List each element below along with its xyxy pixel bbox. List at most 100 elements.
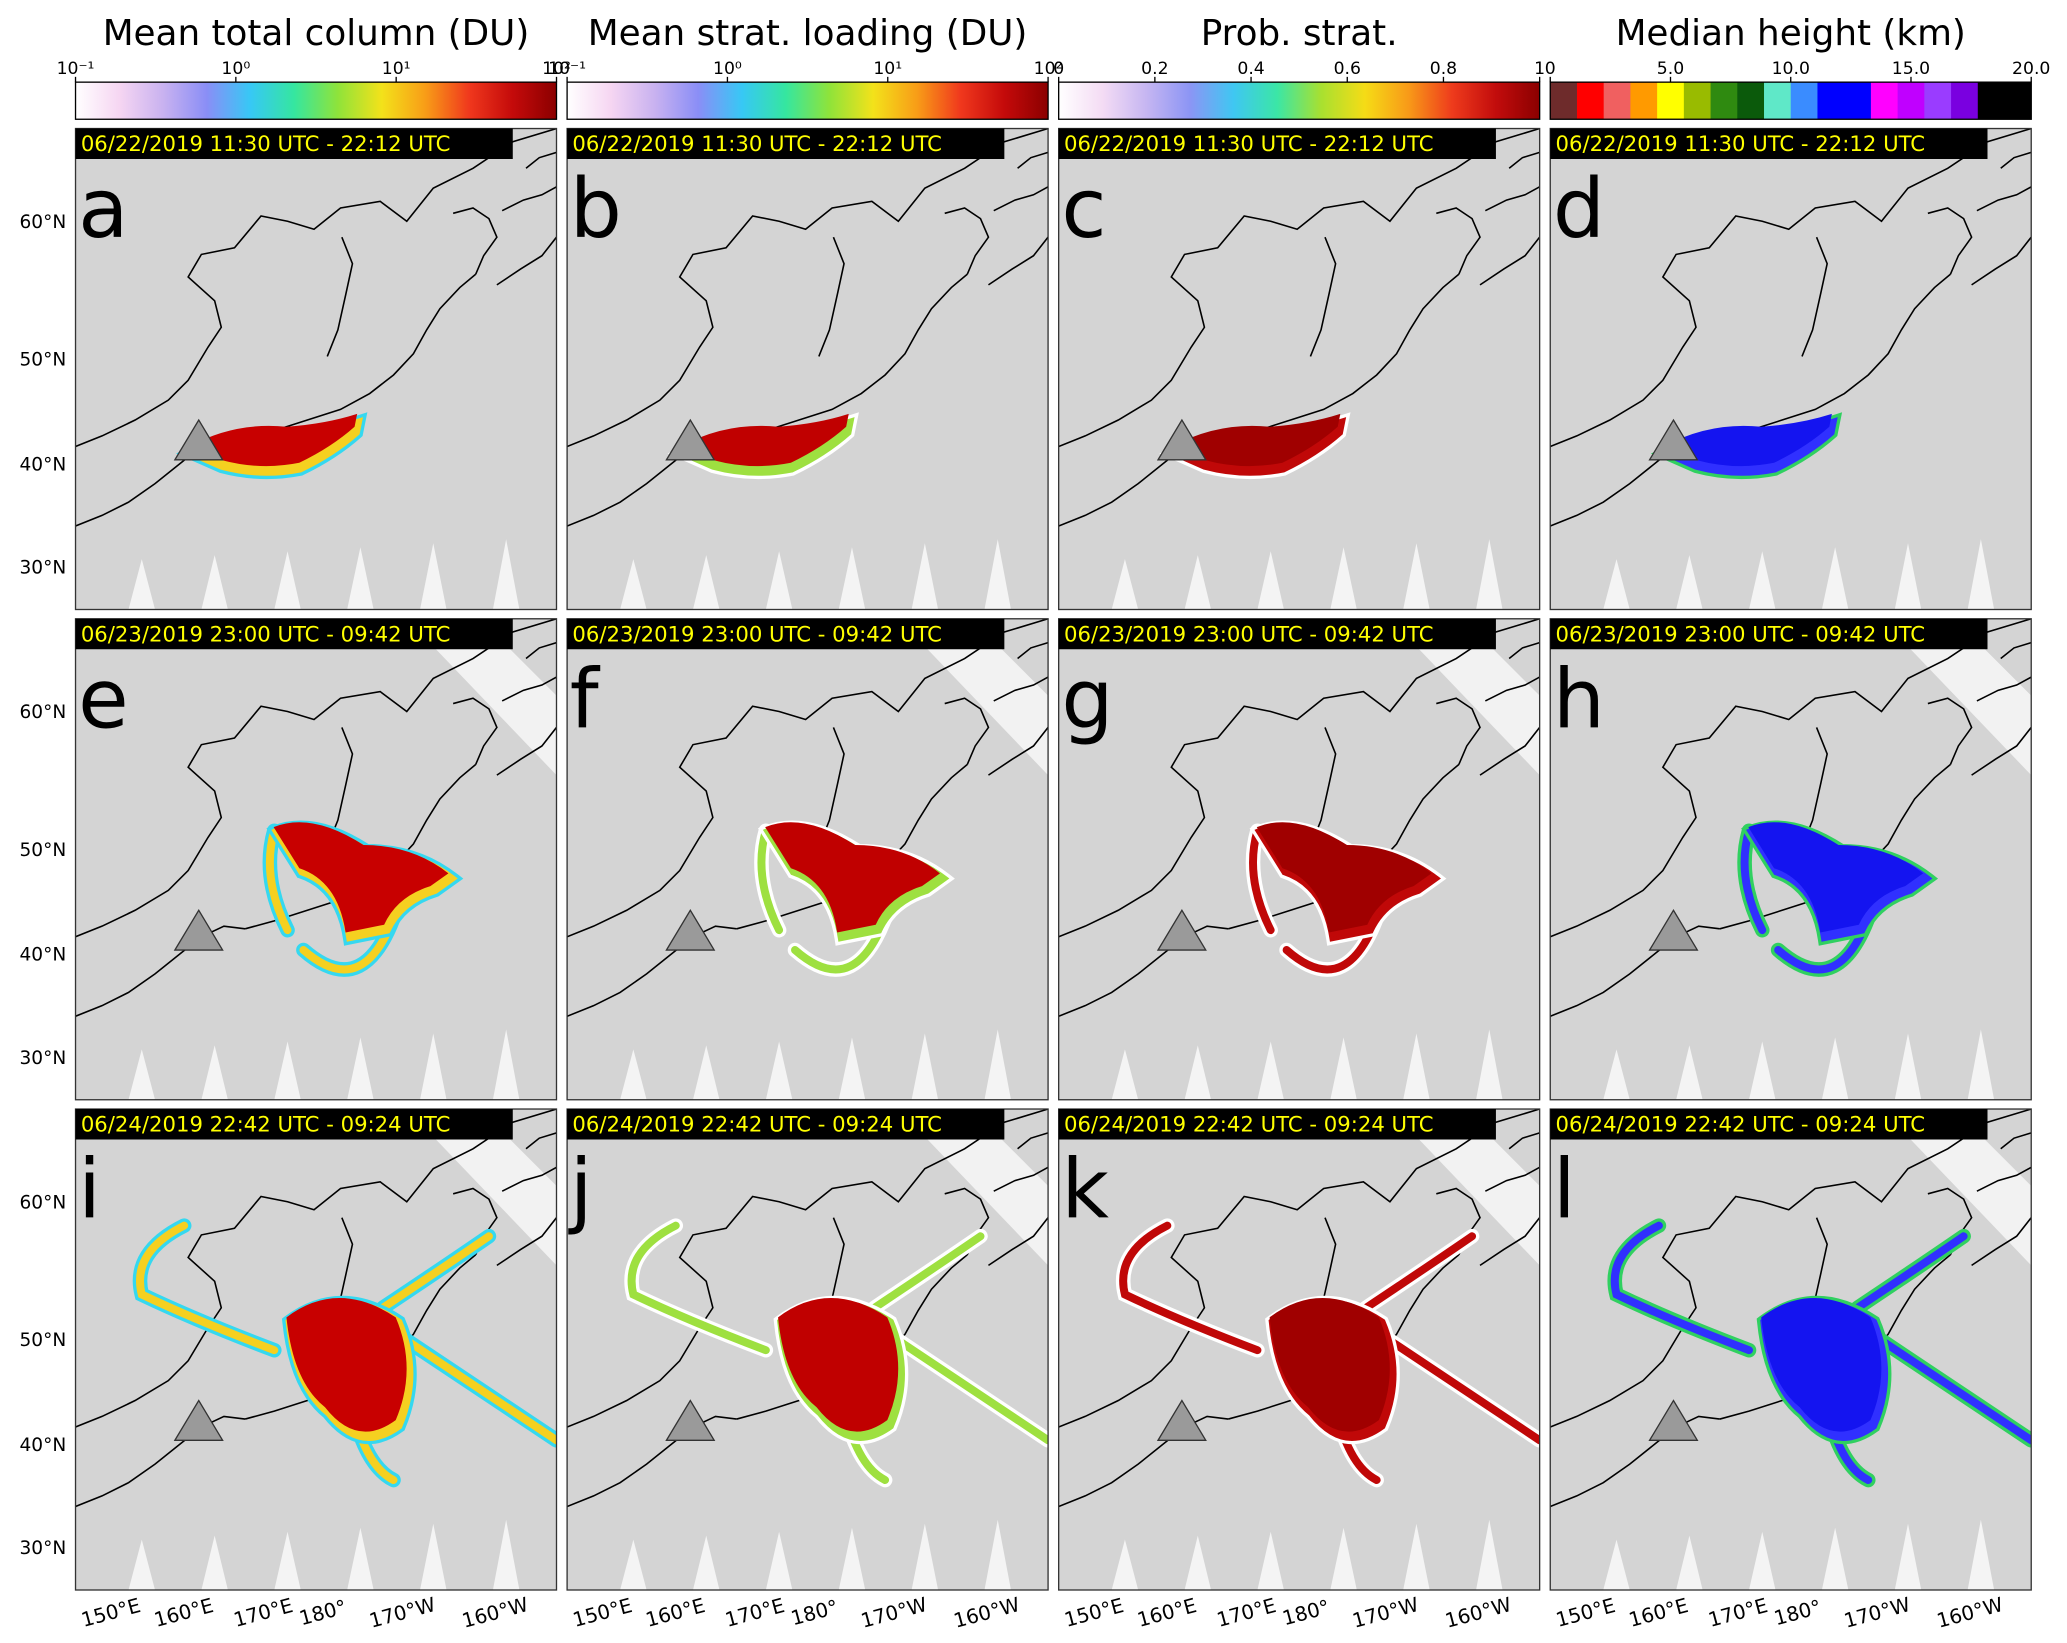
map-panel: 06/22/2019 11:30 UTC - 22:12 UTC d bbox=[1549, 127, 2032, 611]
coastline bbox=[1550, 1415, 1720, 1508]
lon-label: 160°E bbox=[1626, 1594, 1690, 1632]
colorbar-segment bbox=[1977, 82, 2005, 120]
plume bbox=[757, 826, 784, 935]
colorbar-tick-label: 0 bbox=[1545, 59, 1556, 79]
colorbar-segment bbox=[1790, 82, 1818, 120]
colorbar-tick-label: 0 bbox=[1053, 59, 1064, 79]
panel-letter: k bbox=[1061, 1143, 1109, 1238]
panel-letter: a bbox=[78, 162, 128, 257]
swath-gap bbox=[492, 539, 520, 610]
colorbar-segment bbox=[1817, 82, 1845, 120]
column-title: Median height (km) bbox=[1616, 13, 1966, 54]
panel-letter: c bbox=[1061, 162, 1106, 257]
map-panel: 06/23/2019 23:00 UTC - 09:42 UTC f bbox=[566, 618, 1049, 1101]
swath-gap bbox=[1821, 1037, 1849, 1100]
lon-label: 160°W bbox=[460, 1593, 531, 1633]
lat-label: 50°N bbox=[20, 840, 67, 861]
swath-gap bbox=[1184, 1535, 1212, 1590]
swath-gap bbox=[911, 1033, 939, 1100]
plume bbox=[273, 822, 449, 933]
date-label: 06/22/2019 11:30 UTC - 22:12 UTC bbox=[572, 131, 942, 156]
colorbar-tick-label: 20.0 bbox=[2012, 59, 2050, 79]
map-content bbox=[567, 1109, 1049, 1590]
swath-gap bbox=[1676, 1535, 1703, 1590]
date-box bbox=[1550, 128, 1988, 159]
map-background bbox=[1058, 128, 1540, 610]
date-box bbox=[567, 618, 1005, 650]
map-background bbox=[1550, 128, 2032, 610]
volcano bbox=[1648, 908, 1699, 951]
panel-letter: e bbox=[78, 652, 129, 747]
colorbar-tick-label: 0.6 bbox=[1334, 59, 1361, 79]
colorbar-tick-label: 0.2 bbox=[1141, 59, 1168, 79]
swath-gap bbox=[1111, 1049, 1139, 1100]
swath-gap bbox=[1749, 1531, 1776, 1590]
colorbar-tick-label: 1 bbox=[1534, 59, 1545, 79]
plume bbox=[190, 413, 358, 467]
colorbar-segment bbox=[1657, 82, 1685, 120]
panel-letter: d bbox=[1553, 162, 1605, 257]
coastline bbox=[993, 186, 1049, 212]
swath-gap bbox=[1184, 1045, 1212, 1100]
map-frame bbox=[74, 618, 558, 1101]
map-panel: 06/24/2019 22:42 UTC - 09:24 UTC j bbox=[566, 1108, 1049, 1591]
map-content bbox=[567, 618, 1049, 1100]
swath-gap bbox=[1749, 1041, 1776, 1100]
plume bbox=[1761, 1298, 1882, 1432]
coastline bbox=[1508, 641, 1540, 660]
lon-label: 180° bbox=[788, 1596, 840, 1631]
lon-label: 150°E bbox=[79, 1594, 143, 1632]
swath-gap bbox=[1476, 1519, 1503, 1590]
map-frame bbox=[1549, 618, 2032, 1101]
volcano bbox=[173, 908, 224, 951]
colorbar-tick-label: 10⁰ bbox=[221, 59, 250, 79]
colorbar-tick-label: 15.0 bbox=[1892, 59, 1930, 79]
date-box bbox=[1058, 128, 1496, 159]
coastline bbox=[496, 726, 557, 776]
colorbar-segment bbox=[1630, 82, 1658, 120]
column-title: Mean total column (DU) bbox=[103, 13, 530, 54]
map-content bbox=[1550, 128, 2032, 610]
map-panel: 06/24/2019 22:42 UTC - 09:24 UTC l bbox=[1549, 1108, 2032, 1591]
colorbar-tick-label: 10¹ bbox=[873, 59, 902, 79]
plume bbox=[1740, 826, 1767, 935]
swath-gap bbox=[1749, 551, 1776, 610]
coastline bbox=[1017, 641, 1049, 660]
colorbar-tick-label: 0.4 bbox=[1237, 59, 1264, 79]
lon-label: 160°E bbox=[1135, 1594, 1199, 1632]
map-panel: 06/22/2019 11:30 UTC - 22:12 UTC b bbox=[566, 127, 1049, 611]
date-label: 06/24/2019 22:42 UTC - 09:24 UTC bbox=[81, 1112, 451, 1137]
lon-label: 170°W bbox=[367, 1593, 438, 1633]
swath-gap bbox=[274, 1041, 301, 1100]
colorbar-segment bbox=[1603, 82, 1631, 120]
coastline bbox=[1309, 236, 1337, 357]
colorbar-segment bbox=[1844, 82, 1872, 120]
map-content bbox=[1058, 128, 1540, 610]
swath-gap bbox=[347, 1527, 374, 1590]
lat-label: 30°N bbox=[20, 1538, 67, 1559]
colorbar-segment bbox=[1897, 82, 1925, 120]
plume bbox=[1249, 826, 1275, 935]
swath-gap bbox=[1894, 543, 1922, 610]
coastline bbox=[1058, 128, 1540, 448]
swath-gap bbox=[1111, 559, 1139, 610]
date-label: 06/23/2019 23:00 UTC - 09:42 UTC bbox=[1064, 621, 1434, 646]
coastline bbox=[993, 1166, 1049, 1192]
lon-label: 180° bbox=[297, 1596, 349, 1631]
swath-gap bbox=[620, 559, 647, 610]
plume bbox=[681, 413, 849, 467]
plume bbox=[378, 1232, 493, 1312]
date-box bbox=[1058, 618, 1496, 650]
plume bbox=[1269, 1298, 1390, 1432]
swath-gap bbox=[1330, 1527, 1357, 1590]
swath-gap bbox=[1967, 1029, 1995, 1100]
coastline bbox=[567, 1415, 737, 1508]
colorbar-tick-label: 10.0 bbox=[1772, 59, 1810, 79]
swath-gap bbox=[128, 1539, 156, 1590]
coastline bbox=[1058, 1415, 1229, 1508]
lon-label: 150°E bbox=[1554, 1594, 1618, 1632]
colorbar bbox=[75, 82, 557, 120]
panel-letter: g bbox=[1061, 652, 1113, 747]
swath-gap bbox=[128, 1049, 156, 1100]
